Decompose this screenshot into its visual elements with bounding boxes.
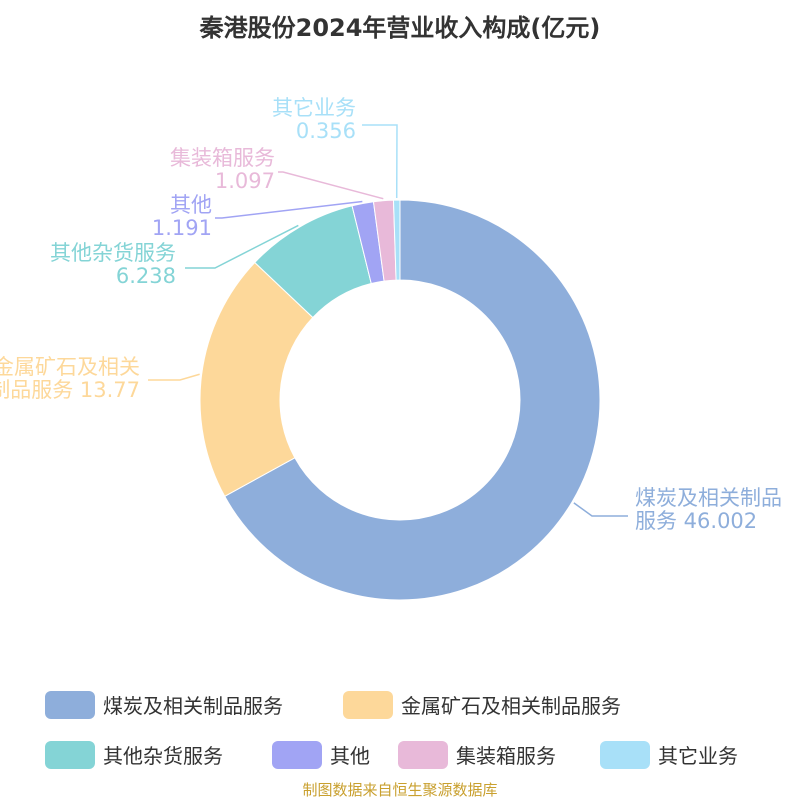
legend-item[interactable]: 其他杂货服务 bbox=[45, 740, 223, 769]
legend-item[interactable]: 金属矿石及相关制品服务 bbox=[343, 690, 621, 719]
data-label-5: 0.356 bbox=[296, 119, 356, 143]
data-label-0: 煤炭及相关制品 bbox=[635, 486, 782, 510]
label-line-0 bbox=[573, 502, 628, 517]
data-label-2: 其他杂货服务 bbox=[50, 241, 176, 265]
legend-item[interactable]: 集装箱服务 bbox=[398, 740, 556, 769]
data-label-2: 6.238 bbox=[116, 264, 176, 288]
legend-item[interactable]: 其它业务 bbox=[600, 740, 738, 769]
legend-swatch bbox=[45, 740, 95, 769]
legend-label: 煤炭及相关制品服务 bbox=[103, 694, 283, 718]
data-label-3: 1.191 bbox=[152, 216, 212, 240]
legend-item[interactable]: 其他 bbox=[272, 740, 370, 769]
slice-5[interactable] bbox=[392, 199, 401, 281]
data-label-3: 其他 bbox=[170, 193, 212, 217]
legend-swatch bbox=[398, 740, 448, 769]
slice-0[interactable] bbox=[224, 199, 601, 601]
legend-label: 其它业务 bbox=[658, 744, 738, 768]
legend-label: 其他杂货服务 bbox=[103, 744, 223, 768]
label-line-2 bbox=[185, 224, 299, 269]
legend-label: 其他 bbox=[330, 744, 370, 768]
data-label-5: 其它业务 bbox=[272, 96, 356, 120]
data-label-0: 服务 46.002 bbox=[635, 509, 757, 533]
legend-item[interactable]: 煤炭及相关制品服务 bbox=[45, 690, 283, 719]
label-line-4 bbox=[278, 171, 384, 200]
label-line-5 bbox=[362, 124, 398, 199]
legend-label: 金属矿石及相关制品服务 bbox=[401, 694, 621, 718]
legend-swatch bbox=[600, 740, 650, 769]
data-label-1: 金属矿石及相关 bbox=[0, 355, 140, 379]
slice-1[interactable] bbox=[199, 261, 314, 497]
label-line-1 bbox=[148, 373, 200, 381]
legend-swatch bbox=[45, 690, 95, 719]
source-note: 制图数据来自恒生聚源数据库 bbox=[302, 781, 498, 799]
data-label-1: 制品服务 13.77 bbox=[0, 378, 140, 402]
legend-swatch bbox=[272, 740, 322, 769]
legend-label: 集装箱服务 bbox=[456, 744, 556, 768]
label-line-3 bbox=[215, 200, 363, 219]
data-label-4: 集装箱服务 bbox=[170, 146, 275, 170]
data-label-4: 1.097 bbox=[215, 169, 275, 193]
legend-swatch bbox=[343, 690, 393, 719]
chart-title: 秦港股份2024年营业收入构成(亿元) bbox=[199, 14, 601, 42]
